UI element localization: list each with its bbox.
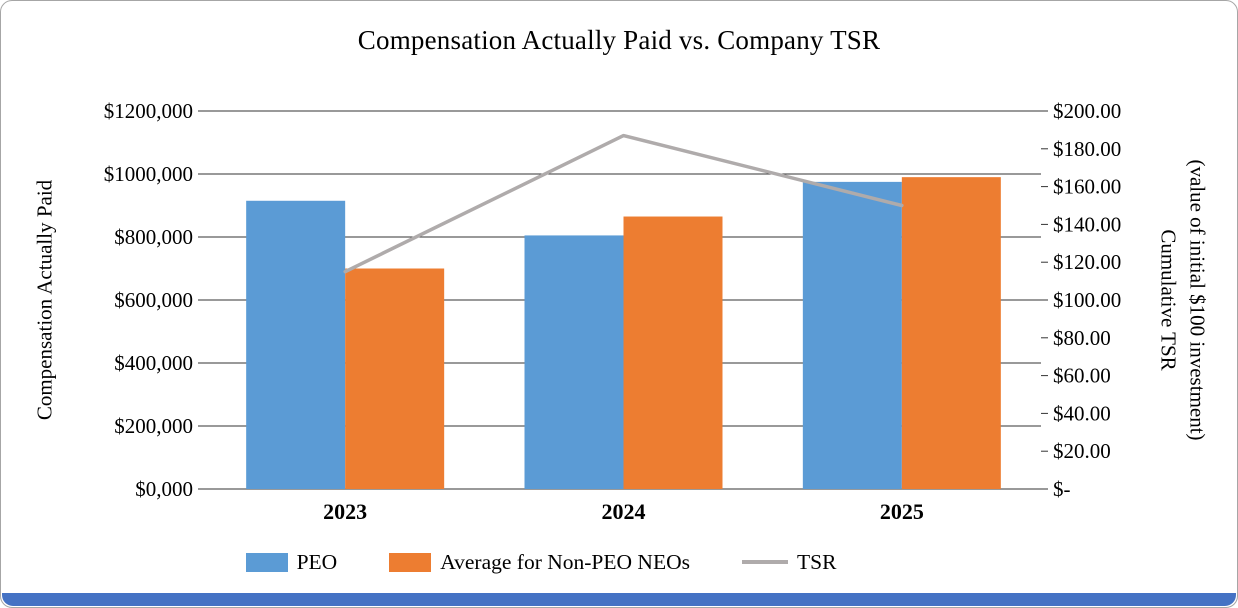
legend-swatch-tsr bbox=[741, 560, 788, 564]
bar-peo-2023 bbox=[246, 200, 346, 489]
legend-label-peo: PEO bbox=[296, 549, 338, 574]
left-axis-tick-label: $1200,000 bbox=[104, 99, 193, 123]
x-axis-label-2025: 2025 bbox=[880, 499, 924, 524]
legend-swatch-average-for-non-peo-neos bbox=[389, 552, 432, 572]
right-axis-tick-label: $100.00 bbox=[1053, 288, 1121, 312]
right-axis-tick-label: $60.00 bbox=[1053, 364, 1111, 388]
x-axis-label-2023: 2023 bbox=[323, 499, 367, 524]
right-axis-tick-label: $- bbox=[1053, 477, 1071, 501]
x-axis-label-2024: 2024 bbox=[602, 499, 646, 524]
legend-item-tsr: TSR bbox=[741, 549, 837, 575]
line-tsr bbox=[343, 133, 904, 274]
right-axis-tick-label: $160.00 bbox=[1053, 175, 1121, 199]
right-axis-tick-label: $120.00 bbox=[1053, 250, 1121, 274]
bar-average-for-non-peo-neos-2025 bbox=[901, 177, 1001, 489]
right-axis-tick-label: $80.00 bbox=[1053, 326, 1111, 350]
legend-label-average-for-non-peo-neos: Average for Non-PEO NEOs bbox=[440, 549, 690, 574]
bar-peo-2025 bbox=[802, 181, 902, 489]
legend-swatch-peo bbox=[245, 552, 288, 572]
left-axis-tick-label: $200,000 bbox=[114, 414, 193, 438]
right-axis-tick-label: $200.00 bbox=[1053, 99, 1121, 123]
chart-legend: PEO Average for Non-PEO NEOs TSR bbox=[151, 546, 931, 578]
bar-average-for-non-peo-neos-2023 bbox=[345, 268, 445, 489]
footer-accent-bar bbox=[2, 593, 1236, 606]
bar-average-for-non-peo-neos-2024 bbox=[623, 216, 723, 489]
legend-item-peo: PEO bbox=[245, 549, 338, 575]
left-axis-tick-label: $0,000 bbox=[135, 477, 193, 501]
legend-item-average-for-non-peo-neos: Average for Non-PEO NEOs bbox=[389, 550, 690, 575]
right-axis-tick-label: $180.00 bbox=[1053, 137, 1121, 161]
right-axis-tick-label: $140.00 bbox=[1053, 212, 1121, 236]
legend-label-tsr: TSR bbox=[796, 549, 837, 574]
left-axis-tick-label: $400,000 bbox=[114, 351, 193, 375]
right-axis-tick-label: $20.00 bbox=[1053, 439, 1111, 463]
right-axis-tick-label: $40.00 bbox=[1053, 401, 1111, 425]
left-axis-tick-label: $600,000 bbox=[114, 288, 193, 312]
left-axis-tick-label: $800,000 bbox=[114, 225, 193, 249]
left-axis-tick-label: $1000,000 bbox=[104, 162, 193, 186]
chart-title: Compensation Actually Paid vs. Company T… bbox=[357, 25, 881, 55]
bar-peo-2024 bbox=[524, 235, 624, 489]
